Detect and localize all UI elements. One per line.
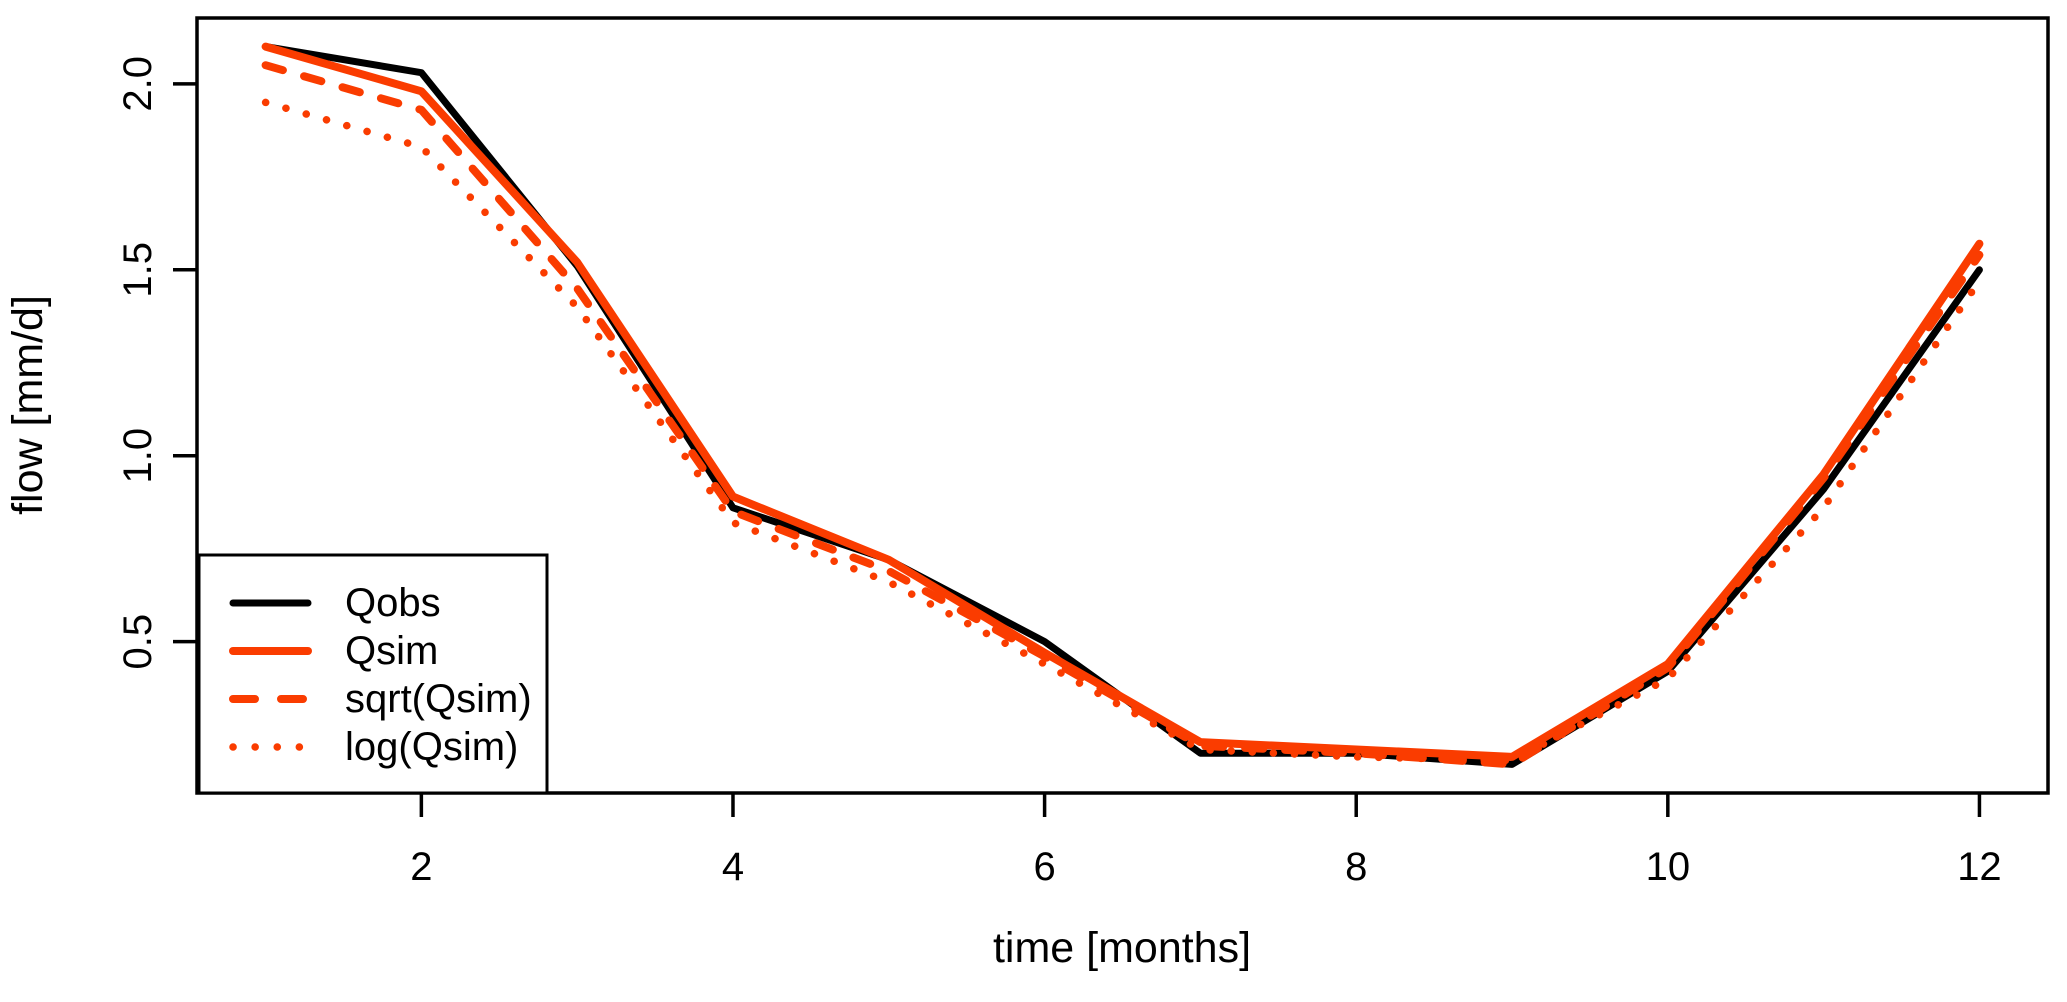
x-axis: 2 4 6 8 10 12 (410, 793, 2002, 889)
x-tick-label: 8 (1345, 845, 1367, 889)
plot-border (195, 16, 2050, 795)
series-line-sqrt-qsim- (261, 61, 1984, 769)
series-lines (261, 42, 1984, 769)
x-tick-label: 4 (722, 845, 744, 889)
y-axis-title: flow [mm/d] (4, 295, 52, 515)
legend-box (197, 553, 549, 795)
x-tick-label: 6 (1033, 845, 1055, 889)
y-tick-label: 1.0 (116, 428, 160, 484)
x-tick-label: 12 (1957, 845, 2002, 889)
y-axis: 0.5 1.0 1.5 2.0 (116, 56, 197, 669)
x-axis-title: time [months] (993, 924, 1251, 972)
x-tick-label: 2 (410, 845, 432, 889)
legend-label: Qsim (345, 629, 438, 673)
legend-label: log(Qsim) (345, 725, 518, 769)
legend-label: sqrt(Qsim) (345, 677, 532, 721)
legend-label: Qobs (345, 581, 441, 625)
y-tick-label: 0.5 (116, 614, 160, 670)
x-tick-label: 10 (1646, 845, 1691, 889)
y-tick-label: 2.0 (116, 56, 160, 112)
y-tick-label: 1.5 (116, 242, 160, 298)
